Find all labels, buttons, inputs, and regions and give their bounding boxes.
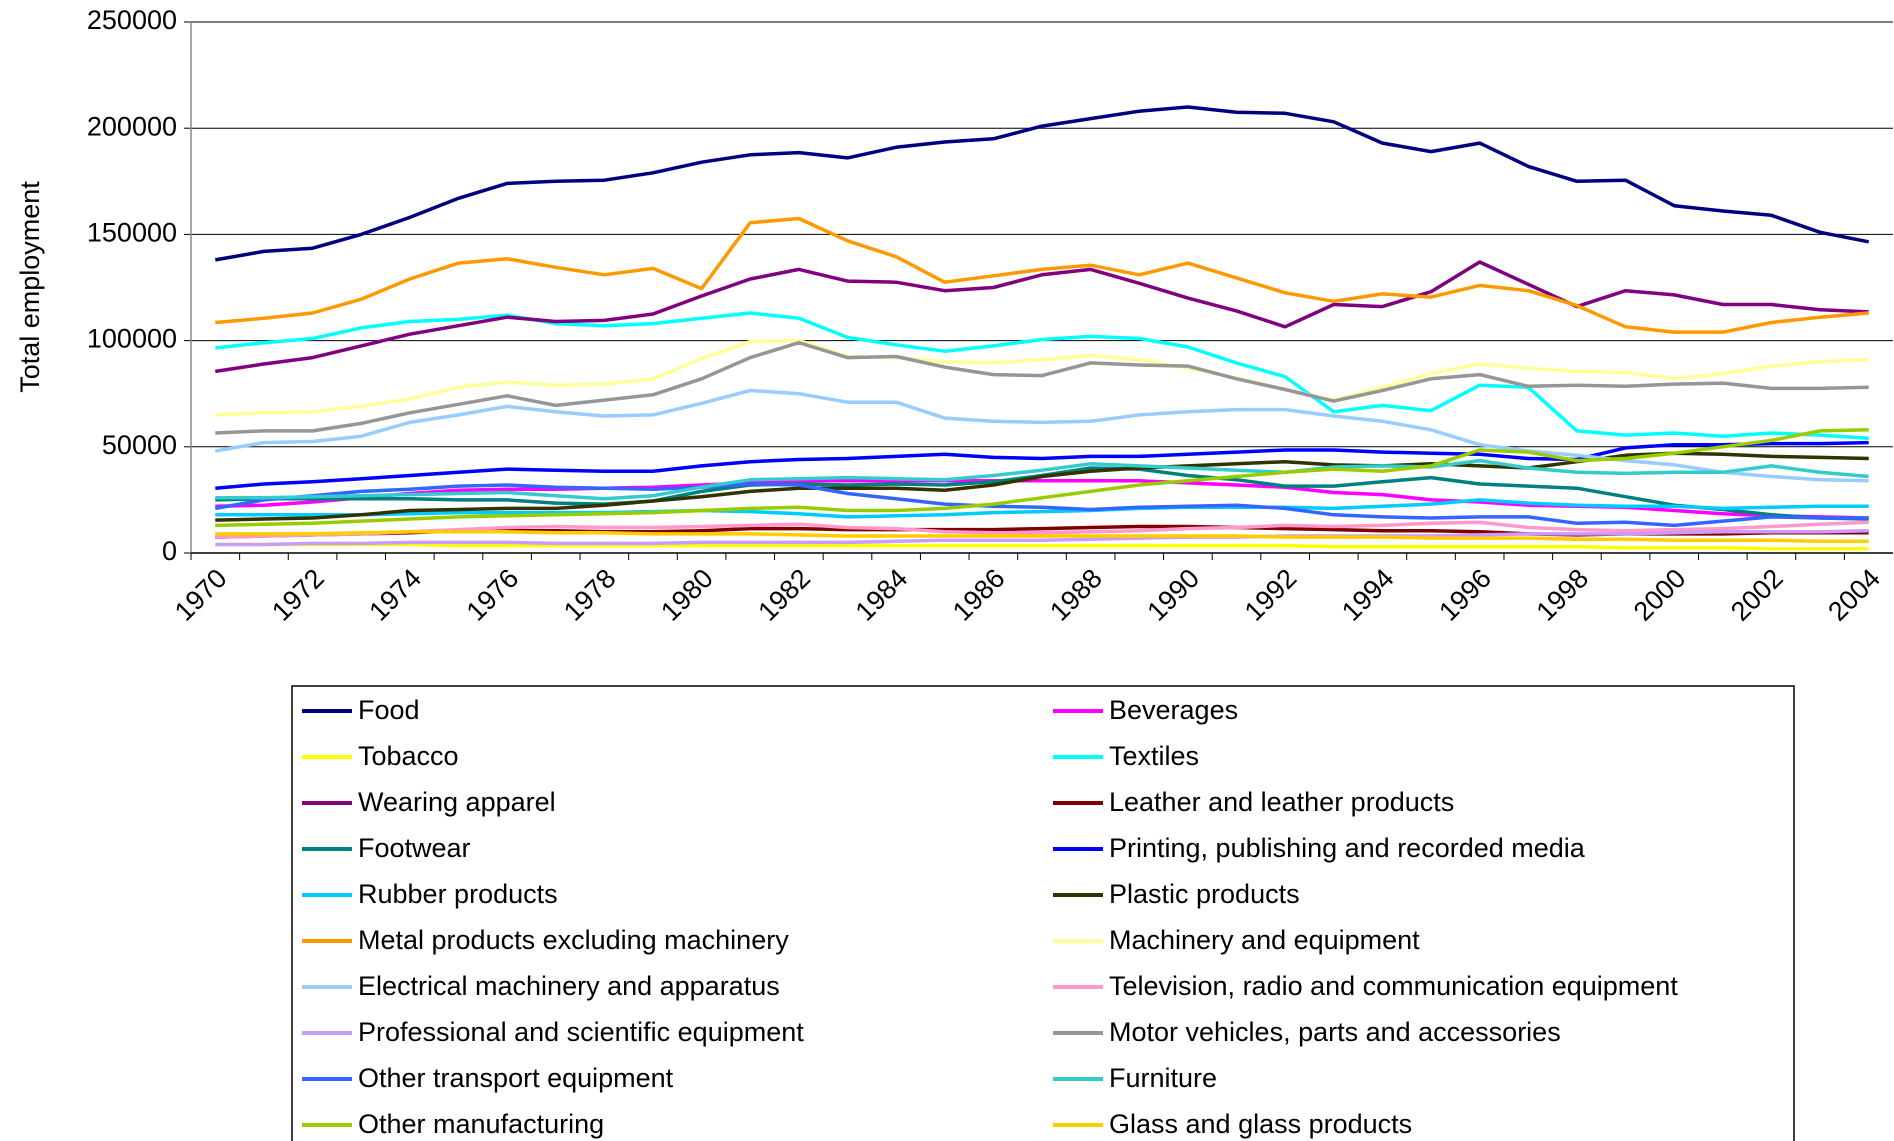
y-tick-label: 100000 [87,324,177,354]
legend-label: Rubber products [358,879,558,909]
series-line [215,428,1869,528]
x-tick-label: 1988 [1044,563,1108,627]
x-tick-label: 2004 [1822,563,1886,627]
legend-label: Glass and glass products [1109,1109,1412,1139]
x-tick-label: 1982 [752,563,816,627]
y-tick-label: 0 [162,536,177,566]
x-tick-label: 2002 [1725,563,1789,627]
x-tick-label: 1976 [461,563,525,627]
y-tick-label: 250000 [87,5,177,35]
legend-label: Beverages [1109,695,1238,725]
legend-label: Food [358,695,420,725]
legend-label: Other transport equipment [358,1063,674,1093]
series-line [215,340,1869,435]
legend-label: Professional and scientific equipment [358,1017,804,1047]
x-tick-label: 1994 [1336,563,1400,627]
series-line [215,528,1869,547]
x-tick-label: 1984 [850,563,914,627]
series-line [215,260,1869,374]
x-tick-label: 1980 [655,563,719,627]
y-tick-label: 50000 [102,430,177,460]
series-line [215,388,1869,483]
legend-label: Plastic products [1109,879,1300,909]
legend-label: Tobacco [358,741,459,771]
x-tick-label: 1990 [1141,563,1205,627]
y-tick-label: 200000 [87,111,177,141]
legend-label: Television, radio and communication equi… [1109,971,1678,1001]
x-tick-label: 1996 [1433,563,1497,627]
legend-label: Footwear [358,833,471,863]
series-line [215,520,1869,539]
x-tick-label: 1992 [1239,563,1303,627]
y-tick-label: 150000 [87,218,177,248]
legend-label: Electrical machinery and apparatus [358,971,780,1001]
y-axis-label: Total employment [15,181,45,393]
x-tick-label: 1972 [266,563,330,627]
series-line [214,105,1870,262]
series-line [215,530,1869,544]
x-tick-label: 1978 [558,563,622,627]
x-tick-label: 1986 [947,563,1011,627]
series-line [215,542,1869,551]
legend-label: Metal products excluding machinery [358,925,789,955]
legend-box [291,685,1795,1141]
x-tick-label: 1998 [1531,563,1595,627]
legend-label: Furniture [1109,1063,1217,1093]
x-tick-label: 1970 [169,563,233,627]
series-line [215,338,1869,417]
legend-label: Textiles [1109,741,1199,771]
series-line [215,311,1869,441]
legend-label: Wearing apparel [358,787,556,817]
legend-label: Motor vehicles, parts and accessories [1109,1017,1561,1047]
legend-label: Machinery and equipment [1109,925,1420,955]
series-line [214,482,1869,528]
legend-label: Other manufacturing [358,1109,604,1139]
legend-label: Leather and leather products [1109,787,1454,817]
x-tick-label: 2000 [1628,563,1692,627]
series-line [215,216,1869,334]
series-line [215,458,1869,501]
x-tick-label: 1974 [363,563,427,627]
legend-label: Printing, publishing and recorded media [1109,833,1586,863]
series-line [215,498,1869,519]
